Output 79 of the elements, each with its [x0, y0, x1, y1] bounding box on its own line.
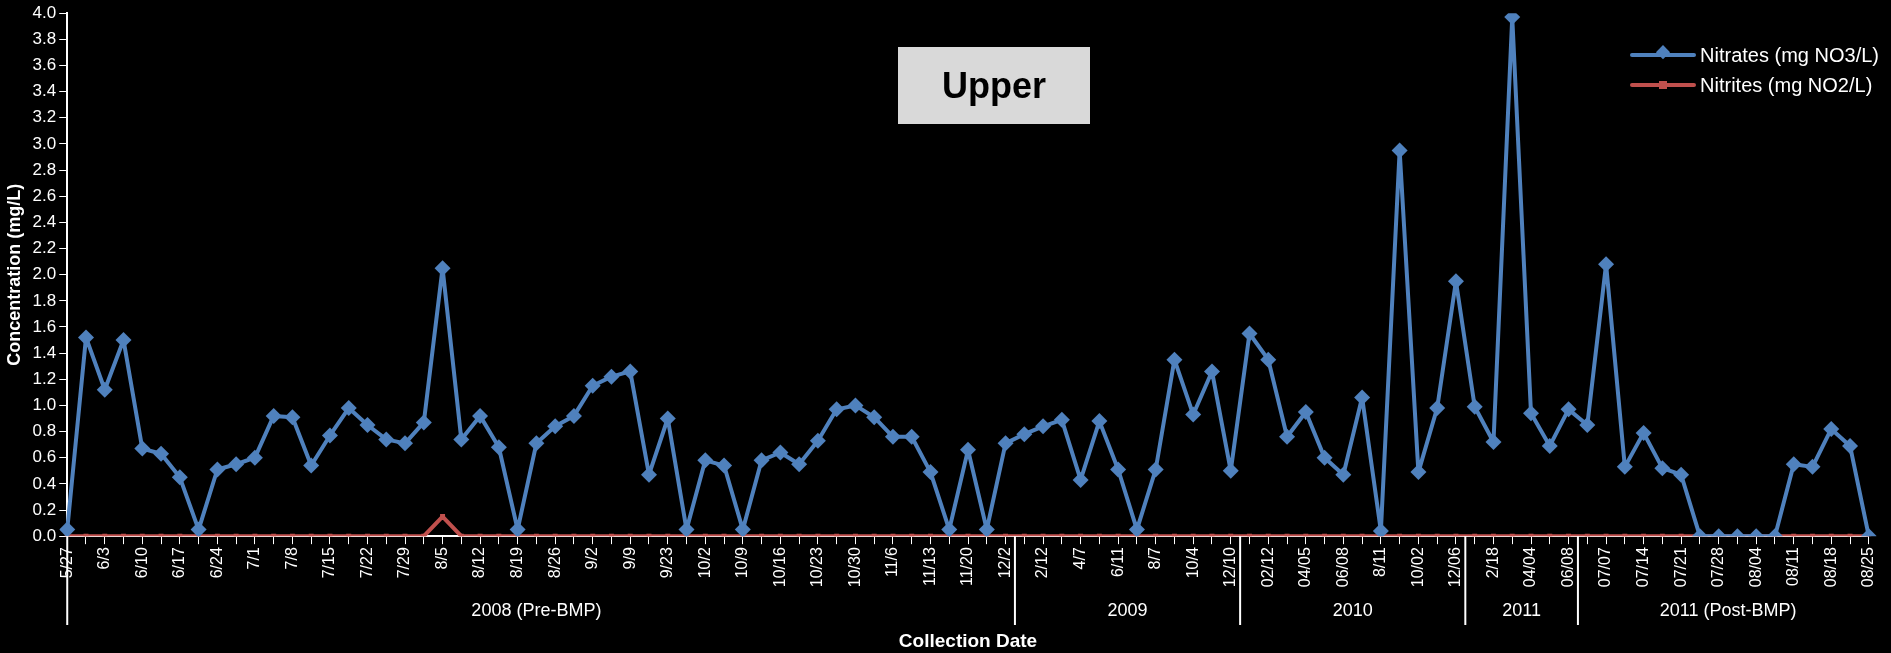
x-tick-label: 11/13 [920, 547, 938, 587]
x-tick-label: 6/24 [207, 547, 225, 579]
x-tick-label: 10/30 [845, 547, 863, 588]
y-tick-label: 0.0 [32, 525, 57, 545]
x-tick-label: 6/10 [132, 547, 150, 579]
text: 2011 (Post-BMP) [1659, 599, 1797, 620]
y-tick-label: 1.6 [32, 316, 57, 336]
x-tick-label: 8/7 [1146, 547, 1164, 570]
x-tick-label: 07/14 [1634, 547, 1652, 588]
x-tick-label: 8/11 [1371, 547, 1389, 578]
x-tick-label: 07/21 [1671, 547, 1689, 588]
y-tick-label: 2.2 [32, 238, 57, 258]
x-axis-title: Collection Date [898, 629, 1038, 651]
x-tick-label: 11/20 [958, 547, 976, 587]
x-tick-label: 6/3 [95, 547, 113, 570]
x-tick-label: 9/9 [620, 547, 638, 570]
x-tick-label: 7/29 [395, 547, 413, 579]
x-tick-label: 4/7 [1071, 547, 1089, 570]
y-tick-label: 1.0 [32, 395, 57, 415]
x-tick-label: 04/04 [1521, 547, 1539, 588]
text: 2008 (Pre-BMP) [471, 599, 602, 620]
x-tick-label: 8/5 [432, 547, 450, 570]
x-tick-label: 06/08 [1558, 547, 1576, 588]
x-tick-label: 07/28 [1709, 547, 1727, 588]
x-tick-label: 9/23 [658, 547, 676, 579]
y-tick-label: 0.4 [32, 473, 57, 493]
y-tick-label: 3.0 [32, 133, 57, 153]
x-tick-label: 6/11 [1108, 547, 1126, 578]
y-tick-label: 1.4 [32, 342, 57, 362]
x-tick-label: 06/08 [1333, 547, 1351, 588]
x-tick-label: 8/12 [470, 547, 488, 579]
x-tick-label: 10/4 [1183, 547, 1201, 579]
x-tick-label: 12/06 [1446, 547, 1464, 588]
x-tick-label: 7/22 [357, 547, 375, 579]
y-tick-label: 3.4 [32, 81, 57, 101]
y-tick-label: 2.4 [32, 212, 57, 232]
x-tick-label: 12/10 [1221, 547, 1239, 588]
x-tick-label: 7/8 [282, 547, 300, 570]
x-tick-label: 07/07 [1596, 547, 1614, 588]
x-tick-label: 02/12 [1258, 547, 1276, 588]
text: 2009 [1107, 599, 1148, 620]
x-tick-label: 2/18 [1483, 547, 1501, 579]
y-tick-label: 1.2 [32, 368, 57, 388]
x-tick-label: 08/25 [1859, 547, 1877, 588]
y-axis-title: Concentration (mg/L) [3, 183, 24, 366]
x-tick-label: 10/16 [770, 547, 788, 588]
x-tick-label: 6/17 [170, 547, 188, 579]
y-tick-label: 0.8 [32, 421, 57, 441]
y-tick-label: 2.0 [32, 264, 57, 284]
y-tick-label: 0.6 [32, 447, 57, 467]
x-tick-label: 8/26 [545, 547, 563, 579]
text: 2011 [1502, 599, 1541, 620]
legend-label: Nitrites (mg NO2/L) [1700, 73, 1873, 97]
x-tick-label: 10/2 [695, 547, 713, 579]
y-tick-label: 0.2 [32, 499, 57, 519]
y-tick-label: 3.8 [32, 29, 57, 49]
x-tick-label: 10/02 [1408, 547, 1426, 588]
x-tick-label: 8/19 [508, 547, 526, 579]
y-tick-label: 2.8 [32, 159, 57, 179]
x-tick-label: 08/11 [1784, 547, 1802, 587]
x-tick-label: 10/9 [733, 547, 751, 579]
x-tick-label: 7/1 [245, 547, 263, 570]
x-tick-label: 08/04 [1746, 547, 1764, 588]
y-tick-label: 3.6 [32, 55, 57, 75]
legend-label: Nitrates (mg NO3/L) [1700, 43, 1879, 67]
annotation: Upper [898, 47, 1090, 124]
x-tick-label: 7/15 [320, 547, 338, 579]
text: 2010 [1332, 599, 1373, 620]
x-tick-label: 08/18 [1821, 547, 1839, 588]
x-tick-label: 12/2 [995, 547, 1013, 579]
y-tick-label: 3.2 [32, 107, 57, 127]
x-tick-label: 04/05 [1296, 547, 1314, 588]
x-tick-label: 9/2 [583, 547, 601, 570]
x-tick-label: 10/23 [808, 547, 826, 588]
y-tick-label: 1.8 [32, 290, 57, 310]
y-tick-label: 4.0 [32, 2, 57, 22]
x-tick-label: 2/12 [1033, 547, 1051, 579]
y-tick-label: 2.6 [32, 185, 57, 205]
x-tick-label: 11/6 [883, 547, 901, 578]
